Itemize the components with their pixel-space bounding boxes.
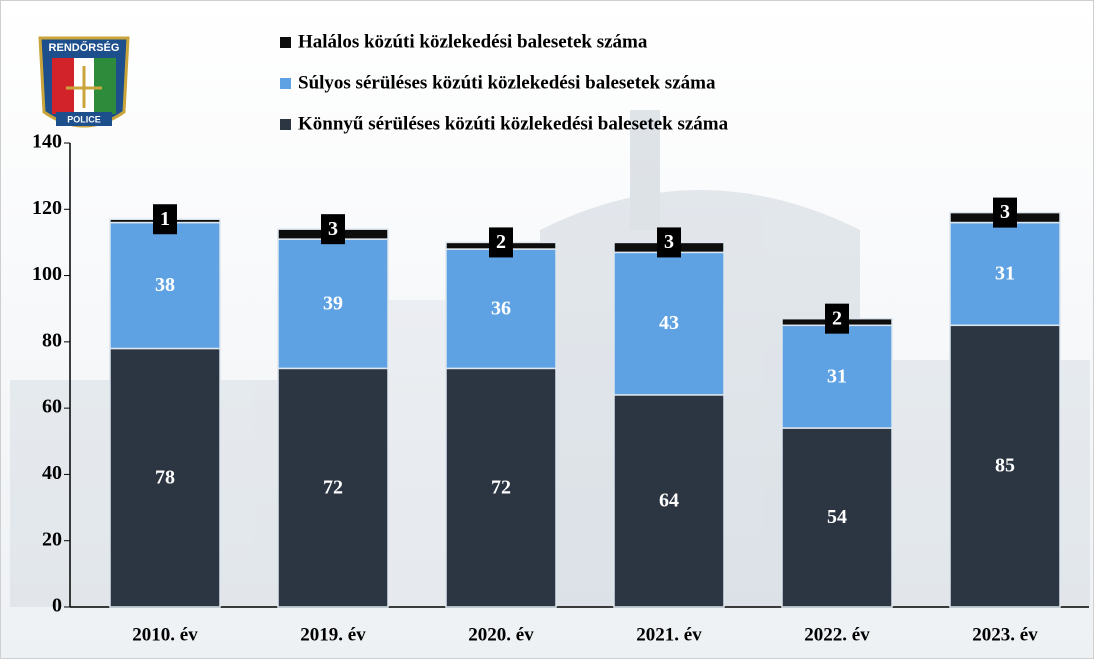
y-tick-label: 20 [42,528,62,550]
y-tick-label: 140 [32,131,62,153]
data-label: 2 [496,231,506,253]
bar-segment [949,324,1061,608]
legend-label: Könnyű sérüléses közúti közlekedési bale… [298,113,729,134]
data-label-box [153,204,177,235]
bar-segment [613,394,725,608]
legend-swatch [280,37,291,48]
bar-segment [277,367,389,608]
legend-swatch [280,119,291,130]
x-tick-label: 2023. év [972,624,1038,645]
bar-segment [949,221,1061,327]
bar-segment [781,427,893,608]
data-label: 54 [827,506,847,528]
data-label: 72 [323,476,343,498]
legend-swatch [280,78,291,89]
bar-segment [109,221,221,350]
data-label-box [321,214,345,245]
data-label: 38 [155,274,175,296]
legend-label: Halálos közúti közlekedési balesetek szá… [298,31,648,52]
y-tick-label: 0 [52,595,62,617]
legend-label: Súlyos sérüléses közúti közlekedési bale… [298,72,716,93]
bar-segment [445,248,557,370]
logo: RENDŐRSÉG POLICE [38,36,130,128]
x-tick-label: 2021. év [636,624,702,645]
data-label: 3 [328,218,338,240]
data-label: 2 [832,307,842,329]
logo-top-text: RENDŐRSÉG [49,41,120,54]
data-label: 31 [827,365,847,387]
data-label: 78 [155,466,175,488]
data-label: 64 [659,490,679,512]
y-tick-label: 60 [42,396,62,418]
data-label: 1 [160,208,170,230]
y-tick-label: 80 [42,329,62,351]
data-label-box [993,197,1017,228]
bar-segment [277,238,389,370]
x-tick-label: 2010. év [132,624,198,645]
data-label: 43 [659,312,679,334]
x-tick-label: 2022. év [804,624,870,645]
data-label: 39 [323,292,343,314]
y-tick-label: 120 [32,197,62,219]
data-label: 31 [995,263,1015,285]
data-label-box [825,303,849,334]
bar-segment [613,251,725,396]
data-label: 36 [491,297,511,319]
data-label: 72 [491,476,511,498]
data-label-box [489,227,513,258]
data-label: 85 [995,455,1015,477]
logo-bottom-text: POLICE [67,114,101,124]
x-tick-label: 2020. év [468,624,534,645]
data-label: 3 [664,231,674,253]
data-label: 3 [1000,201,1010,223]
x-tick-label: 2019. év [300,624,366,645]
y-tick-label: 100 [32,263,62,285]
data-label-box [657,227,681,258]
bar-segment [109,347,221,608]
bar-segment [445,367,557,608]
bar-segment [781,324,893,429]
y-tick-label: 40 [42,462,62,484]
